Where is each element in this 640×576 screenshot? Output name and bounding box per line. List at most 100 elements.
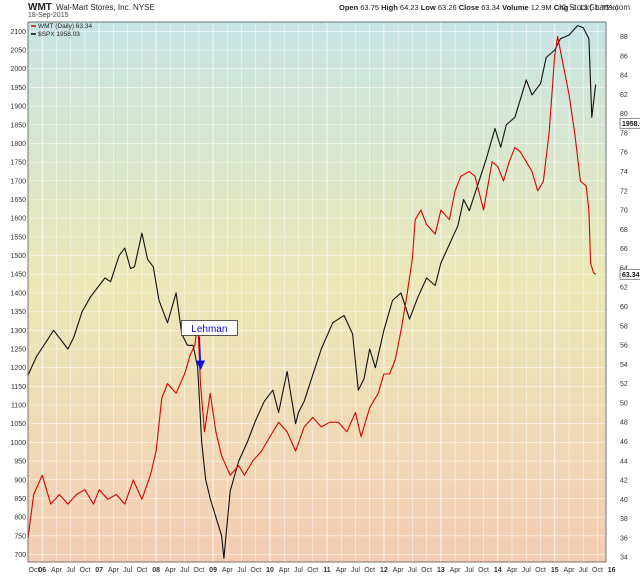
company-name: Wal-Mart Stores, Inc. NYSE [56, 3, 155, 12]
right-tick-label: 84 [620, 73, 628, 80]
x-tick-label: 06 [38, 567, 46, 574]
right-tick-label: 66 [620, 246, 628, 253]
last-value-tag-box [619, 117, 640, 129]
right-tick-label: 60 [620, 304, 628, 311]
right-tick-label: 74 [620, 169, 628, 176]
right-tick-label: 86 [620, 53, 628, 60]
left-tick-label: 1800 [10, 141, 26, 148]
right-tick-label: 36 [620, 535, 628, 542]
right-tick-label: 82 [620, 92, 628, 99]
x-tick-label: 16 [608, 567, 616, 574]
left-tick-label: 1300 [10, 328, 26, 335]
close-label: Close [458, 3, 480, 12]
left-tick-label: 1450 [10, 272, 26, 279]
left-tick-label: 1850 [10, 122, 26, 129]
right-tick-label: 34 [620, 555, 628, 562]
x-tick-label: Jul [522, 567, 531, 574]
right-tick-label: 44 [620, 458, 628, 465]
right-tick-label: 72 [620, 188, 628, 195]
x-tick-label: Oct [535, 567, 546, 574]
x-tick-label: Jul [66, 567, 75, 574]
right-tick-label: 38 [620, 516, 628, 523]
x-tick-label: Apr [336, 567, 348, 574]
x-tick-label: Apr [51, 567, 63, 574]
last-value-tag-spx: 1958.03 [619, 117, 640, 129]
annotation-box [180, 320, 238, 336]
x-tick-label: Apr [564, 567, 576, 574]
x-tick-label: Jul [408, 567, 417, 574]
right-tick-label: 70 [620, 208, 628, 215]
right-tick-label: 76 [620, 150, 628, 157]
right-tick-label: 64 [620, 265, 628, 272]
low-value: 63.26 [437, 3, 457, 12]
left-tick-label: 1700 [10, 178, 26, 185]
left-tick-label: 1000 [10, 440, 26, 447]
x-tick-label: Oct [592, 567, 603, 574]
low-label: Low [420, 3, 436, 12]
right-tick-label: 54 [620, 362, 628, 369]
left-tick-label: 2100 [10, 29, 26, 36]
right-tick-label: 78 [620, 130, 628, 137]
x-tick-label: 14 [494, 567, 502, 574]
x-tick-label: Jul [294, 567, 303, 574]
x-tick-label: Apr [165, 567, 177, 574]
right-tick-label: 52 [620, 381, 628, 388]
open-value: 63.75 [360, 3, 380, 12]
x-tick-label: Oct [421, 567, 432, 574]
left-tick-label: 800 [14, 515, 26, 522]
left-tick-label: 1350 [10, 309, 26, 316]
left-tick-label: 1550 [10, 234, 26, 241]
close-value: 63.34 [481, 3, 501, 12]
x-tick-label: 07 [95, 567, 103, 574]
x-tick-label: Jul [237, 567, 246, 574]
left-tick-label: 1650 [10, 197, 26, 204]
left-tick-label: 1500 [10, 253, 26, 260]
left-tick-label: 1950 [10, 85, 26, 92]
left-tick-label: 1050 [10, 421, 26, 428]
x-tick-label: Apr [222, 567, 234, 574]
open-label: Open [339, 3, 359, 12]
annotation-lehman: Lehman [191, 324, 227, 335]
right-tick-label: 46 [620, 439, 628, 446]
plot-frame [27, 21, 607, 563]
x-tick-label: Apr [279, 567, 291, 574]
x-tick-label: Apr [450, 567, 462, 574]
left-tick-label: 1100 [11, 403, 26, 410]
last-value-tag-text: 1958.03 [622, 121, 640, 128]
spx-price-line [27, 25, 597, 559]
left-tick-label: 1250 [10, 346, 26, 353]
legend-label-wmt: WMT (Daily) 63.34 [38, 23, 92, 30]
volume-label: Volume [502, 3, 529, 12]
x-tick-label: Apr [393, 567, 405, 574]
x-tick-label: Apr [507, 567, 519, 574]
last-value-tag-box [619, 268, 640, 280]
x-tick-label: Oct [307, 567, 318, 574]
chg-value: -1.13 (-1.75%) [570, 3, 619, 12]
x-tick-label: 11 [323, 567, 331, 574]
last-value-tag-wmt: 63.34 [619, 268, 640, 280]
right-tick-label: 58 [620, 323, 628, 330]
x-tick-label: Jul [351, 567, 360, 574]
right-tick-label: 56 [620, 343, 628, 350]
left-tick-label: 900 [14, 477, 26, 484]
x-tick-label: Jul [465, 567, 474, 574]
left-tick-label: 1900 [10, 104, 26, 111]
right-tick-label: 42 [620, 478, 628, 485]
stockcharts-logo: © StockCharts.com [560, 3, 630, 12]
left-tick-label: 750 [14, 533, 26, 540]
x-tick-label: Jul [123, 567, 132, 574]
left-tick-label: 1400 [10, 290, 26, 297]
x-tick-label: 08 [152, 567, 160, 574]
left-tick-label: 1750 [10, 160, 26, 167]
volume-value: 12.9M [530, 3, 552, 12]
x-tick-label: Oct [478, 567, 489, 574]
x-tick-label: Jul [180, 567, 189, 574]
left-tick-label: 1200 [10, 365, 26, 372]
x-tick-label: Oct [193, 567, 204, 574]
right-tick-label: 80 [620, 111, 628, 118]
x-tick-label: 09 [209, 567, 217, 574]
right-tick-label: 50 [620, 400, 628, 407]
plot-background [28, 22, 606, 562]
